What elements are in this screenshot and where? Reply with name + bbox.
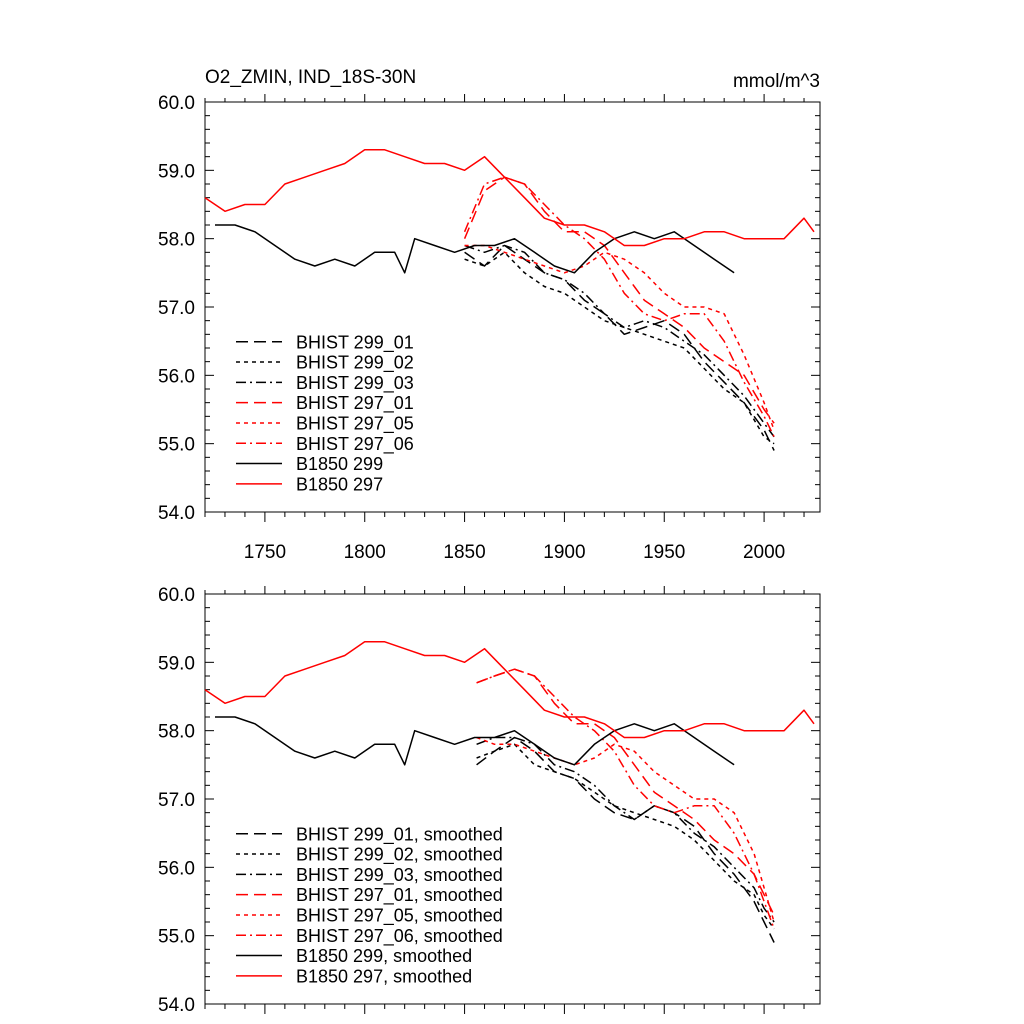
y-tick-label: 54.0 (158, 503, 195, 524)
legend-label: BHIST 299_02, smoothed (296, 845, 503, 866)
bottom-panel: 54.0 55.0 56.0 57.0 58.0 59.0 60.0 BHIST 299_01… (158, 585, 821, 1016)
legend-label: B1850 299, smoothed (296, 946, 472, 966)
series-line (464, 244, 775, 431)
legend-label: BHIST 297_06 (296, 434, 414, 455)
top-panel: 54.0 55.0 56.0 57.0 58.0 59.0 60.0 1750 1800 1850… (158, 93, 821, 563)
y-tick-label: 59.0 (158, 653, 195, 674)
series-line (463, 176, 775, 424)
legend-label: BHIST 297_01, smoothed (296, 885, 503, 906)
series-line (204, 641, 815, 739)
series-line (204, 149, 815, 247)
y-tick-label: 59.0 (158, 161, 195, 182)
legend-label: BHIST 297_06, smoothed (296, 926, 503, 947)
x-tick-label: 1950 (643, 542, 685, 563)
legend-label: BHIST 299_02 (296, 353, 414, 374)
series-line (464, 251, 775, 445)
legend-label: BHIST 299_01 (296, 332, 414, 353)
legend-label: BHIST 299_01, smoothed (296, 824, 503, 845)
y-tick-label: 55.0 (158, 927, 195, 948)
legend-label: BHIST 299_03 (296, 373, 414, 394)
series-line (476, 736, 775, 923)
legend-label: BHIST 297_05, smoothed (296, 905, 503, 926)
y-tick-label: 57.0 (158, 790, 195, 811)
series-line (476, 668, 775, 930)
legend-label: BHIST 297_01 (296, 393, 414, 414)
series-line (476, 743, 775, 930)
x-tick-label: 1900 (543, 542, 585, 563)
chart-title: O2_ZMIN, IND_18S-30N (205, 67, 416, 88)
x-tick-label: 2000 (743, 542, 785, 563)
y-tick-label: 55.0 (158, 435, 195, 456)
x-tick-label: 1850 (443, 542, 485, 563)
legend-label: B1850 299 (296, 454, 383, 474)
x-tick-label: 1800 (344, 542, 386, 563)
series-line (215, 716, 735, 766)
legend-label: BHIST 299_03, smoothed (296, 865, 503, 886)
legend-label: B1850 297, smoothed (296, 966, 472, 986)
y-tick-label: 57.0 (158, 298, 195, 319)
series-line (476, 736, 775, 923)
series-line (476, 736, 775, 943)
y-tick-label: 58.0 (158, 230, 195, 251)
y-tick-label: 58.0 (158, 722, 195, 743)
legend-label: BHIST 297_05 (296, 413, 414, 434)
x-tick-label: 1750 (244, 542, 286, 563)
y-tick-label: 60.0 (158, 585, 195, 606)
series-line (463, 176, 775, 438)
legend-label: B1850 297 (296, 474, 383, 494)
series-line (464, 244, 775, 438)
series-line (464, 244, 775, 451)
y-tick-label: 56.0 (158, 366, 195, 387)
y-tick-label: 56.0 (158, 858, 195, 879)
series-line (215, 224, 735, 274)
y-tick-label: 54.0 (158, 995, 195, 1016)
units-label: mmol/m^3 (733, 71, 820, 92)
y-tick-label: 60.0 (158, 93, 195, 114)
series-line (476, 668, 775, 916)
